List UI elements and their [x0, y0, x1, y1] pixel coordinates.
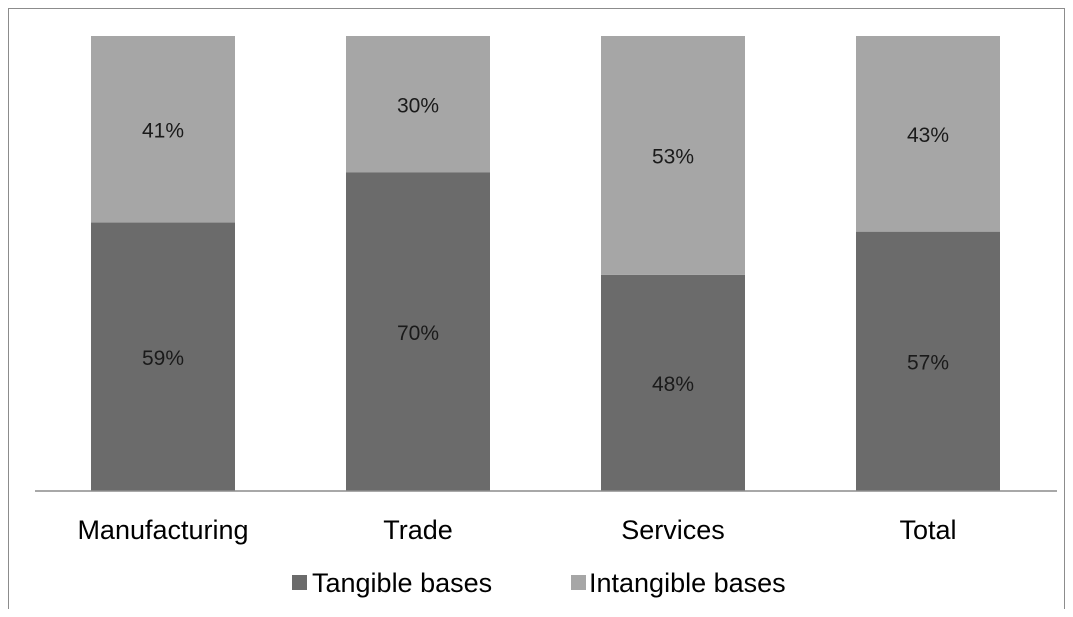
data-label-tangible-bases-total: 57%: [907, 351, 949, 374]
data-label-intangible-bases-trade: 30%: [397, 94, 439, 117]
data-label-tangible-bases-manufacturing: 59%: [142, 347, 184, 370]
data-label-intangible-bases-services: 53%: [652, 145, 694, 168]
x-tick-label-total: Total: [899, 515, 956, 545]
x-tick-label-manufacturing: Manufacturing: [77, 515, 248, 545]
data-labels-layer: 59% 41% 70% 30% 48% 53% 57% 43%: [142, 94, 949, 396]
bar-intangible-bases-total: [856, 36, 1000, 232]
bar-tangible-bases-trade: [346, 172, 490, 491]
bar-tangible-bases-manufacturing: [91, 222, 235, 492]
bars-layer: [91, 36, 1000, 492]
data-label-intangible-bases-manufacturing: 41%: [142, 119, 184, 142]
bar-tangible-bases-total: [856, 231, 1000, 491]
legend: Tangible bases Intangible bases: [292, 568, 786, 598]
bar-intangible-bases-trade: [346, 36, 490, 173]
legend-label-intangible-bases: Intangible bases: [589, 568, 786, 598]
x-tick-label-services: Services: [621, 515, 725, 545]
bar-intangible-bases-manufacturing: [91, 36, 235, 223]
legend-swatch-intangible-bases: [571, 575, 586, 590]
bar-intangible-bases-services: [601, 36, 745, 275]
legend-swatch-tangible-bases: [292, 575, 307, 590]
data-label-intangible-bases-total: 43%: [907, 124, 949, 147]
x-tick-label-trade: Trade: [383, 515, 453, 545]
chart-frame: [8, 8, 1065, 609]
data-label-tangible-bases-services: 48%: [652, 373, 694, 396]
data-label-tangible-bases-trade: 70%: [397, 322, 439, 345]
legend-label-tangible-bases: Tangible bases: [312, 568, 492, 598]
x-tick-labels: Manufacturing Trade Services Total: [77, 515, 956, 545]
bar-tangible-bases-services: [601, 274, 745, 491]
